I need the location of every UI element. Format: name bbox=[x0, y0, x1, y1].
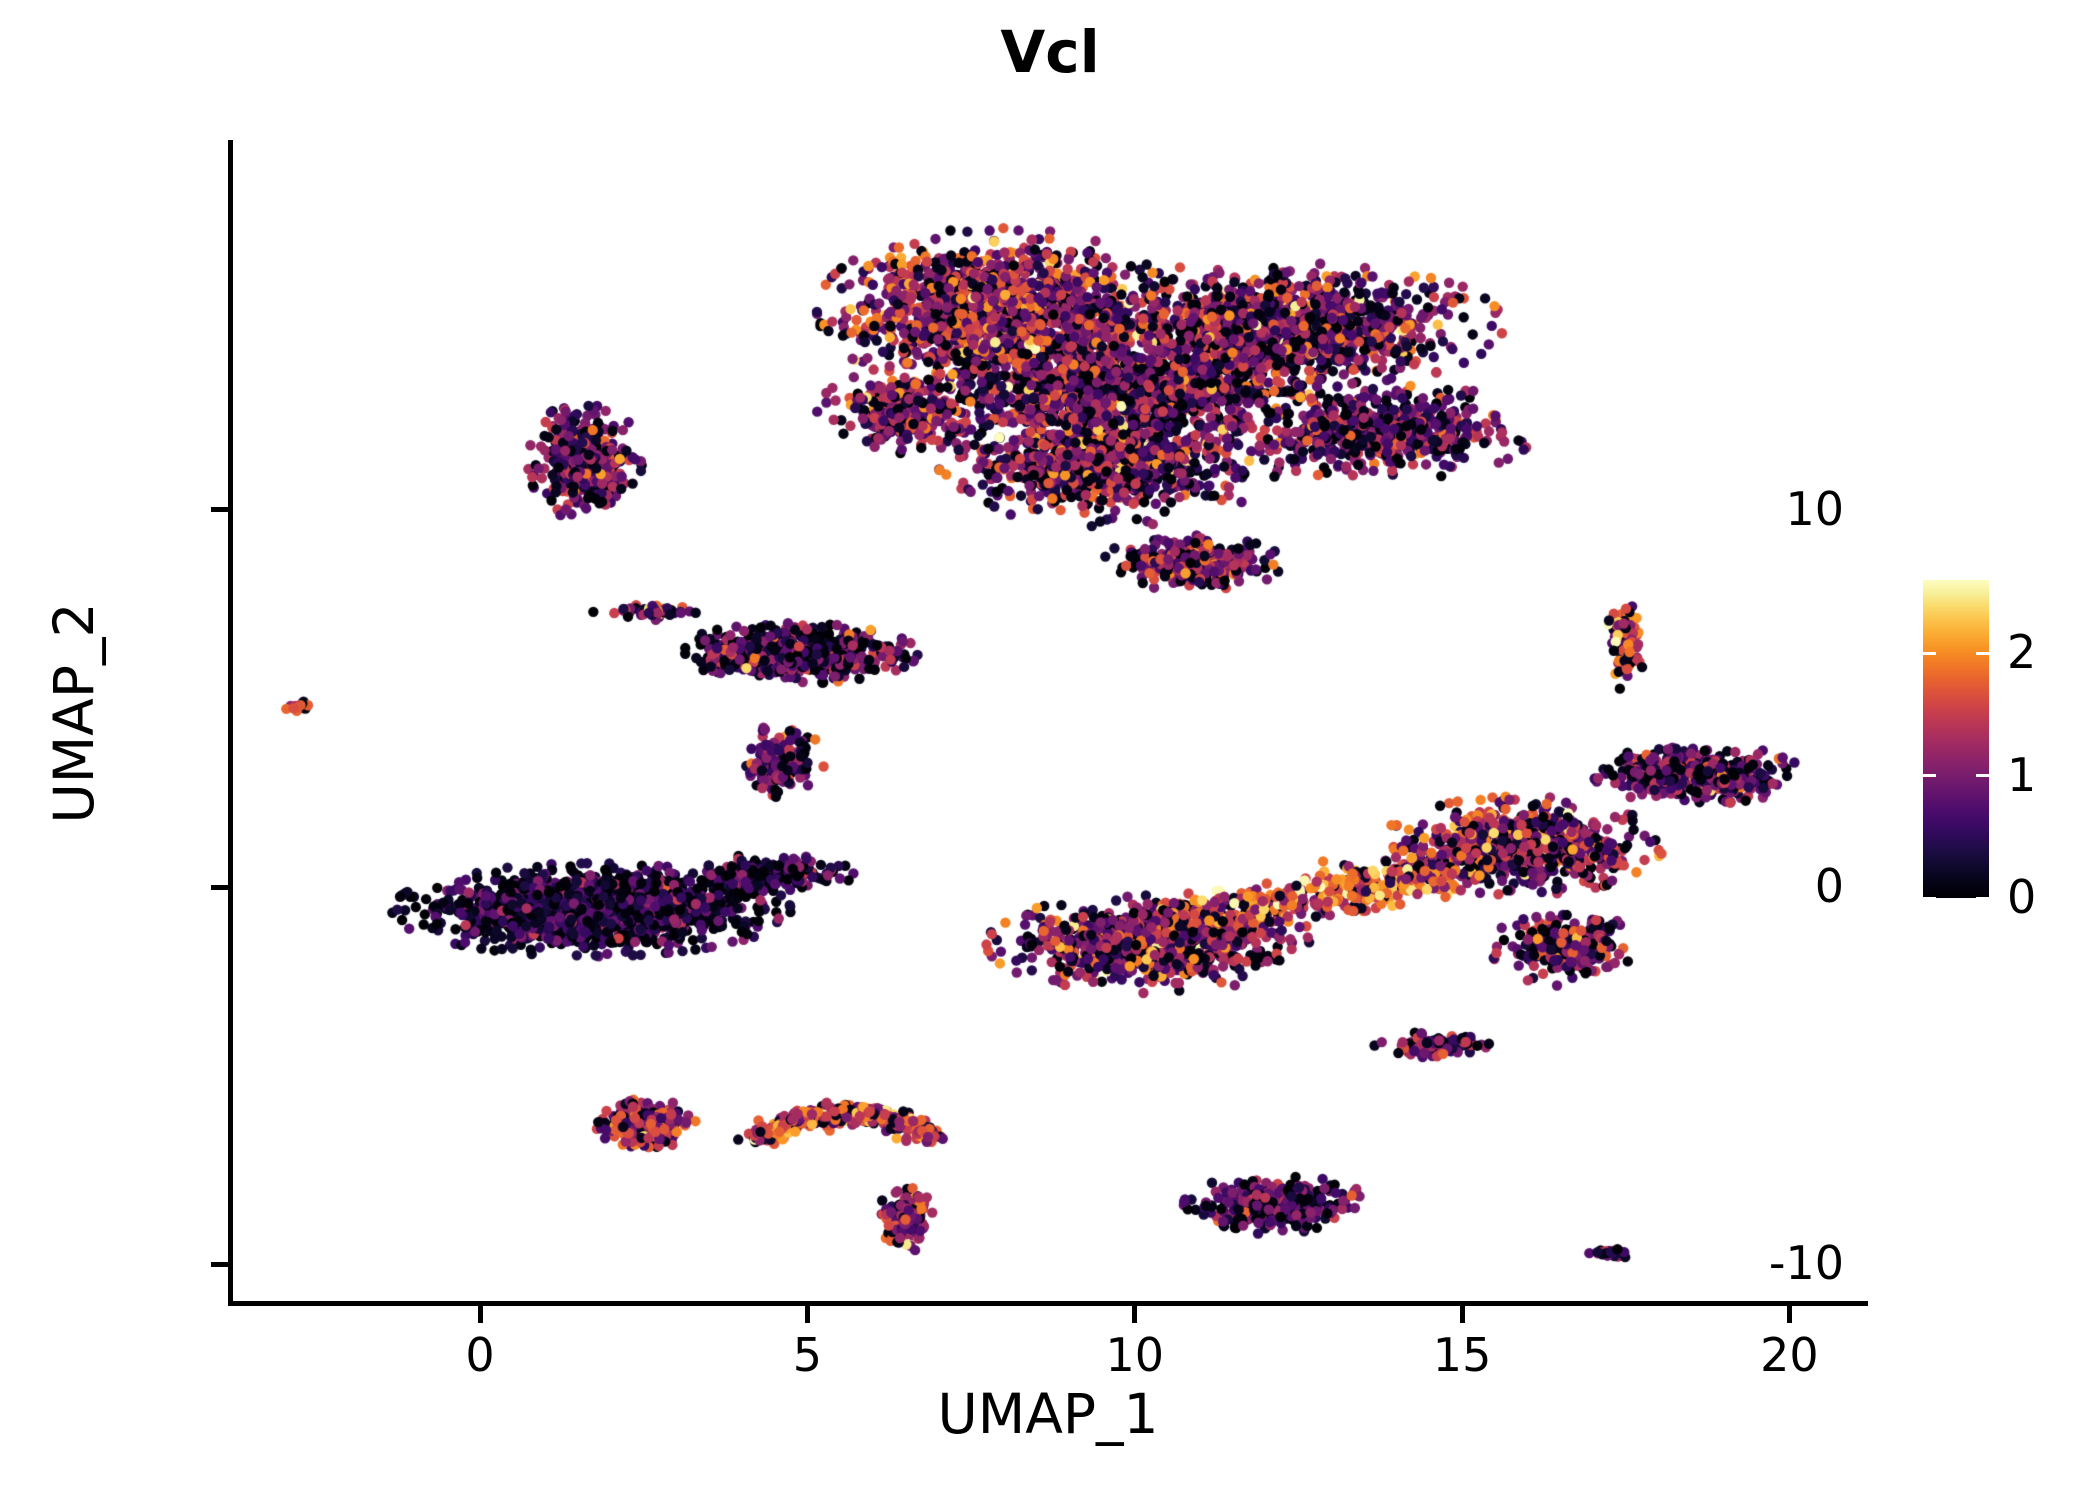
colorbar-tick-label: 2 bbox=[2007, 625, 2037, 680]
x-tick-mark bbox=[1132, 1306, 1138, 1323]
x-tick-mark bbox=[477, 1306, 483, 1323]
y-tick-mark bbox=[211, 1261, 228, 1267]
colorbar-gradient bbox=[1923, 580, 1989, 898]
x-tick-label: 10 bbox=[1105, 1328, 1164, 1382]
colorbar-tick-label: 0 bbox=[2007, 870, 2037, 924]
y-tick-mark bbox=[211, 884, 228, 890]
x-tick-label: 5 bbox=[792, 1328, 823, 1382]
colorbar-tick bbox=[1976, 651, 1989, 655]
y-axis-spine bbox=[228, 140, 233, 1306]
y-tick-label: 0 bbox=[1814, 859, 1844, 914]
y-axis-label: UMAP_2 bbox=[42, 602, 106, 824]
y-tick-label: -10 bbox=[1768, 1236, 1844, 1291]
colorbar-tick bbox=[1923, 774, 1936, 778]
x-tick-label: 15 bbox=[1432, 1328, 1492, 1382]
x-tick-label: 0 bbox=[465, 1328, 495, 1382]
x-tick-mark bbox=[1786, 1306, 1792, 1323]
colorbar-tick bbox=[1923, 651, 1936, 655]
colorbar-tick bbox=[1923, 896, 1936, 900]
colorbar-tick bbox=[1976, 774, 1989, 778]
y-tick-label: 10 bbox=[1785, 481, 1844, 536]
plot-axes: 10 0 -10 0 5 10 15 20 bbox=[211, 140, 1868, 1378]
x-tick-mark bbox=[1459, 1306, 1465, 1323]
colorbar: 2 1 0 bbox=[1923, 580, 2093, 920]
colorbar-tick-label: 1 bbox=[2007, 747, 2037, 802]
x-axis-spine bbox=[228, 1301, 1868, 1306]
colorbar-tick bbox=[1976, 896, 1989, 900]
y-tick-mark bbox=[211, 507, 228, 513]
x-axis-label: UMAP_1 bbox=[937, 1382, 1159, 1446]
page-title: Vcl bbox=[1000, 18, 1100, 86]
x-tick-mark bbox=[804, 1306, 810, 1323]
scatter-plot-canvas[interactable] bbox=[228, 140, 1868, 1306]
x-tick-label: 20 bbox=[1760, 1328, 1819, 1382]
